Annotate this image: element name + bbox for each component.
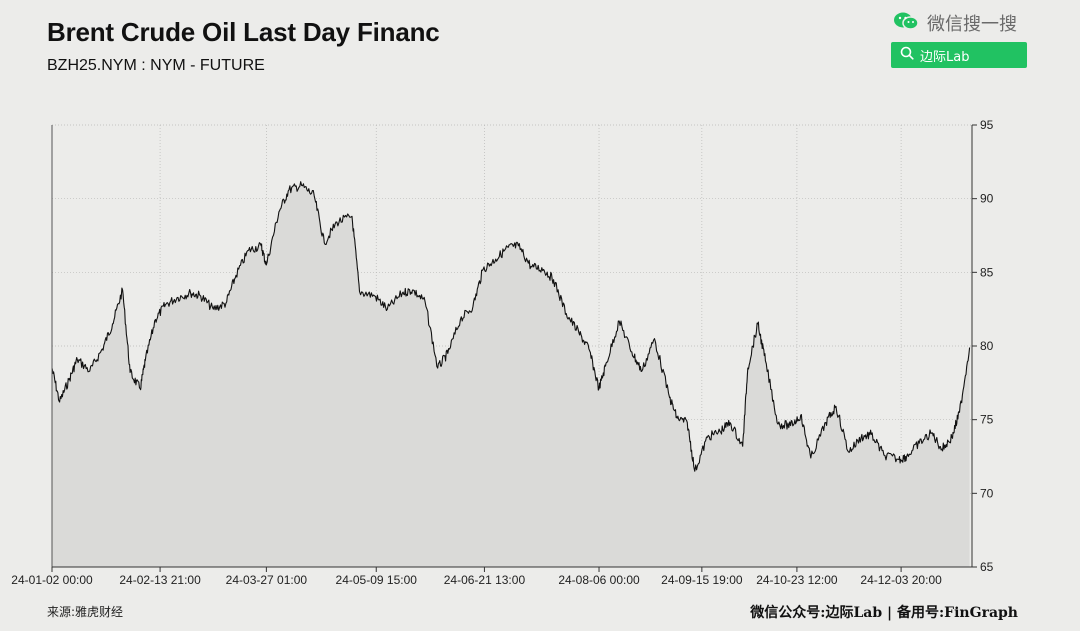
wechat-icon xyxy=(893,11,919,36)
x-tick-label: 24-08-06 00:00 xyxy=(558,573,640,587)
y-tick-label: 65 xyxy=(980,560,994,574)
wechat-search-label[interactable]: 微信搜一搜 xyxy=(893,11,1033,35)
y-tick-label: 80 xyxy=(980,339,994,353)
author-credit: 微信公众号:边际Lab | 备用号:FinGraph xyxy=(750,605,1018,621)
chart-axes: 65 70 75 80 85 90 95 24-01-02 00:00 24-02-13 21:… xyxy=(11,118,993,587)
search-button-text: 边际Lab xyxy=(920,49,970,65)
y-tick-label: 90 xyxy=(980,192,994,206)
series-line xyxy=(51,181,971,472)
x-tick-label: 24-12-03 20:00 xyxy=(860,573,942,587)
y-tick-label: 85 xyxy=(980,265,994,279)
chart-area-layer xyxy=(51,181,971,567)
x-tick-label: 24-01-02 00:00 xyxy=(11,573,93,587)
x-tick-label: 24-05-09 15:00 xyxy=(336,573,418,587)
y-tick-label: 70 xyxy=(980,486,994,500)
x-tick-label: 24-03-27 01:00 xyxy=(226,573,308,587)
wechat-label-text: 微信搜一搜 xyxy=(927,14,1017,35)
search-icon xyxy=(900,46,914,64)
y-tick-label: 95 xyxy=(980,118,994,132)
wechat-search-button[interactable]: 边际Lab xyxy=(891,42,1027,68)
y-tick-label: 75 xyxy=(980,413,994,427)
x-tick-label: 24-02-13 21:00 xyxy=(119,573,201,587)
x-tick-label: 24-09-15 19:00 xyxy=(661,573,743,587)
x-tick-label: 24-10-23 12:00 xyxy=(756,573,838,587)
data-source-note: 来源:雅虎财经 xyxy=(47,605,124,619)
x-tick-label: 24-06-21 13:00 xyxy=(444,573,526,587)
chart-title: Brent Crude Oil Last Day Financ xyxy=(47,17,440,47)
chart-subtitle: BZH25.NYM : NYM - FUTURE xyxy=(47,57,265,74)
series-area-fill xyxy=(52,181,970,567)
